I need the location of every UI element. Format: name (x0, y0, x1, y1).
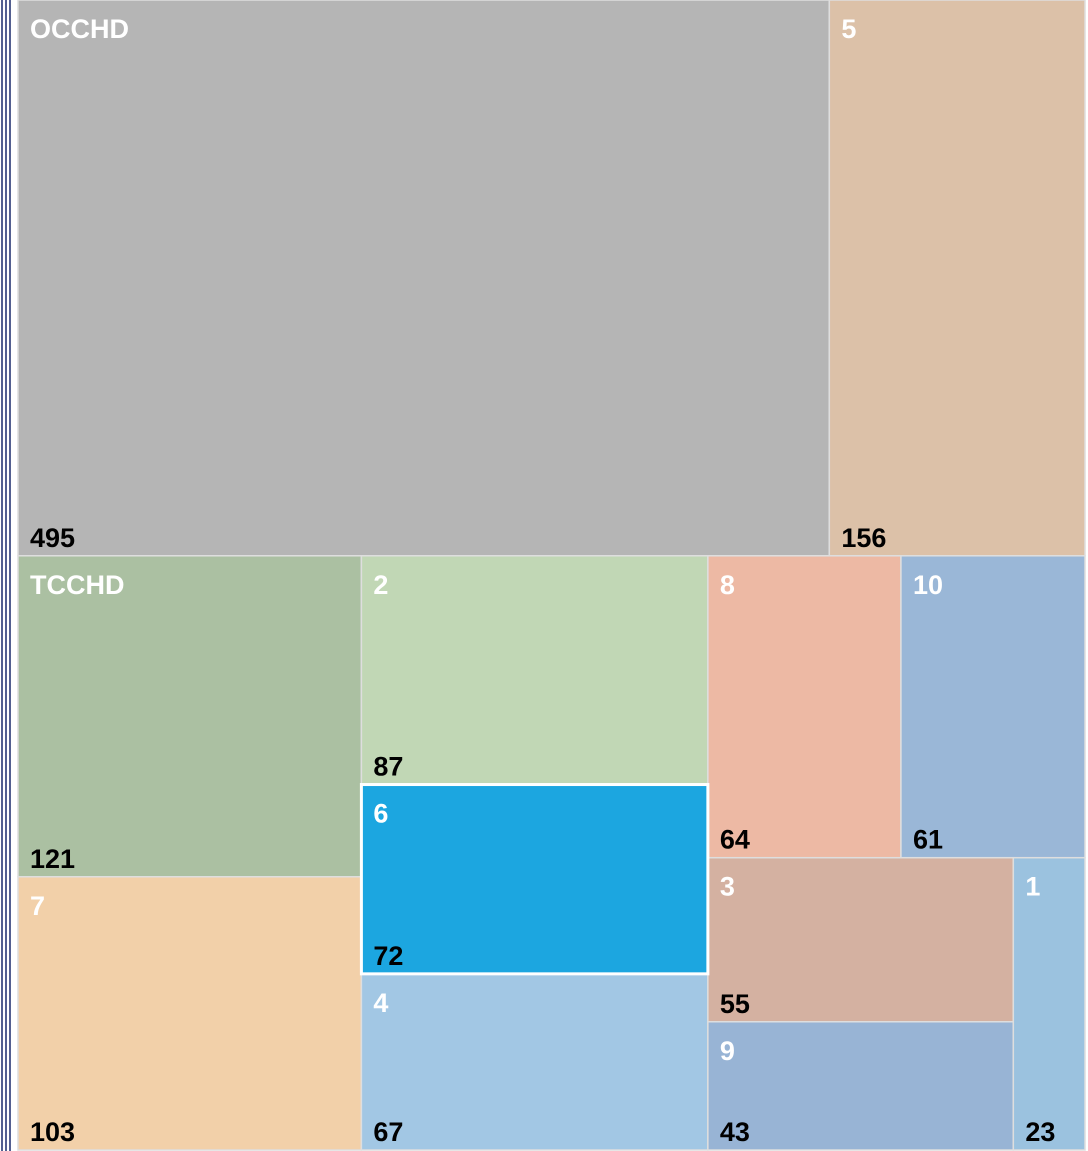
tile-label: TCCHD (30, 570, 125, 600)
tile-value: 23 (1025, 1117, 1055, 1147)
tile-label: 1 (1025, 872, 1040, 902)
tile-value: 43 (720, 1117, 750, 1147)
tile-value: 72 (373, 941, 403, 971)
tile (17, 0, 831, 557)
tile (707, 555, 902, 859)
tile-label: 3 (720, 872, 735, 902)
tile (360, 973, 709, 1151)
tile-label: 8 (720, 570, 735, 600)
tile-label: 6 (373, 799, 388, 829)
tile (360, 555, 709, 786)
tile-label: OCCHD (30, 14, 129, 44)
tiles: OCCHD4955156TCCHD12171032874678641061355… (17, 0, 1086, 1151)
tile-value: 103 (30, 1117, 75, 1147)
tile-label: 10 (913, 570, 943, 600)
tile-label: 5 (841, 14, 856, 44)
tile (17, 876, 363, 1151)
tile (1012, 856, 1086, 1151)
tile (359, 783, 710, 976)
tile-label: 2 (373, 570, 388, 600)
tile-value: 55 (720, 989, 750, 1019)
tile (828, 0, 1086, 557)
tile-value: 67 (373, 1117, 403, 1147)
tile-label: 4 (373, 988, 388, 1018)
tile-value: 121 (30, 844, 75, 874)
tile (707, 856, 1015, 1023)
tile (900, 555, 1086, 859)
tile-value: 495 (30, 523, 75, 553)
tile (707, 1021, 1015, 1151)
tile-value: 156 (841, 523, 886, 553)
tile (17, 555, 363, 878)
tile-value: 61 (913, 825, 943, 855)
tile-value: 87 (373, 752, 403, 782)
tile-label: 7 (30, 891, 45, 921)
tile-value: 64 (720, 825, 750, 855)
tile-label: 9 (720, 1036, 735, 1066)
